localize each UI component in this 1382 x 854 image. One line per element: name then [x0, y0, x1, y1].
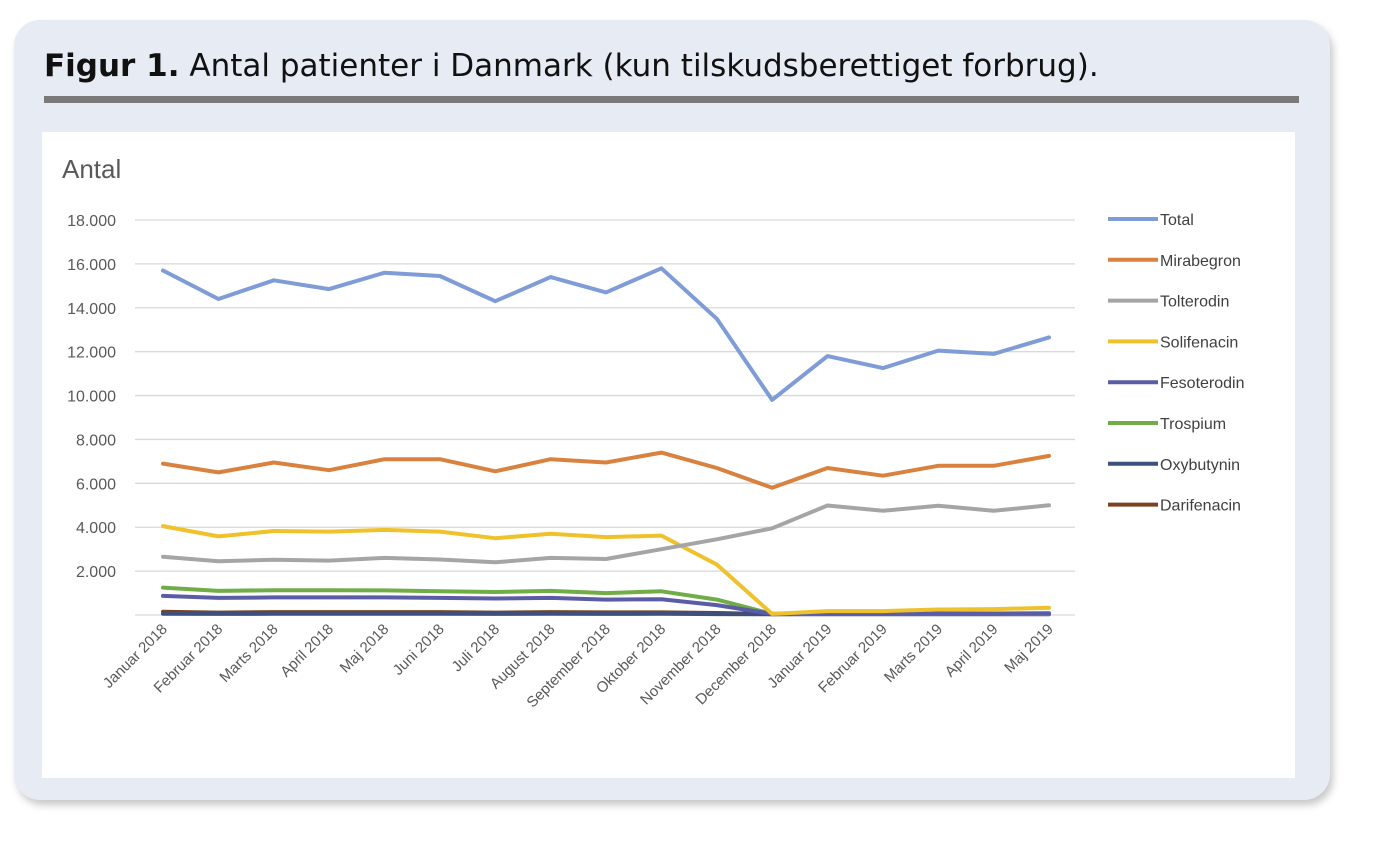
y-tick-label: 4.000: [76, 520, 116, 537]
legend-label: Tolterodin: [1160, 294, 1229, 311]
x-tick-label: Maj 2018: [337, 621, 393, 677]
title-rule: [44, 96, 1299, 103]
series-line-mirabegron: [161, 450, 1051, 490]
series-line-total: [161, 266, 1051, 402]
legend-item-fesoterodin: Fesoterodin: [1108, 375, 1245, 392]
legend: Total Mirabegron Tolterodin Solifenacin Feso…: [1108, 212, 1245, 515]
legend-label: Total: [1160, 212, 1194, 229]
legend-item-mirabegron: Mirabegron: [1108, 253, 1241, 270]
legend-item-tolterodin: Tolterodin: [1108, 294, 1229, 311]
gridlines: [135, 219, 1075, 616]
legend-item-total: Total: [1108, 212, 1194, 229]
legend-label: Mirabegron: [1160, 253, 1241, 270]
x-tick-label: Marts 2018: [216, 621, 281, 686]
y-tick-label: 16.000: [67, 257, 116, 274]
legend-label: Solifenacin: [1160, 334, 1238, 351]
chart-panel: Antal 2.000 4.000 6.000 8.000 10.000 12.000 14…: [42, 132, 1295, 778]
x-tick-label: Juli 2018: [449, 621, 503, 675]
y-tick-label: 10.000: [67, 389, 116, 406]
x-tick-label: Juni 2018: [390, 621, 448, 679]
series-line-fesoterodin: [161, 593, 1051, 616]
figure-label: Figur 1.: [44, 48, 180, 84]
y-tick-labels: 2.000 4.000 6.000 8.000 10.000 12.000 14.000 16…: [67, 213, 116, 581]
y-tick-label: 18.000: [67, 213, 116, 230]
y-tick-label: 12.000: [67, 345, 116, 362]
x-tick-label: Maj 2019: [1001, 621, 1057, 677]
series-line-tolterodin: [161, 503, 1051, 565]
series-line-solifenacin: [161, 524, 1051, 616]
line-chart: Antal 2.000 4.000 6.000 8.000 10.000 12.000 14…: [62, 154, 1245, 711]
y-axis-title: Antal: [62, 154, 121, 184]
series-lines: [161, 266, 1051, 617]
legend-label: Trospium: [1160, 416, 1226, 433]
legend-label: Darifenacin: [1160, 498, 1241, 515]
legend-item-solifenacin: Solifenacin: [1108, 334, 1238, 351]
legend-item-darifenacin: Darifenacin: [1108, 498, 1241, 515]
legend-item-oxybutynin: Oxybutynin: [1108, 457, 1240, 474]
x-tick-label: April 2018: [277, 621, 337, 681]
y-tick-label: 14.000: [67, 301, 116, 318]
figure-title: Figur 1. Antal patienter i Danmark (kun …: [44, 48, 1099, 84]
legend-label: Fesoterodin: [1160, 375, 1245, 392]
legend-item-trospium: Trospium: [1108, 416, 1226, 433]
y-tick-label: 6.000: [76, 476, 116, 493]
x-tick-label: April 2019: [942, 621, 1002, 681]
x-tick-label: Marts 2019: [881, 621, 946, 686]
legend-label: Oxybutynin: [1160, 457, 1240, 474]
figure-caption: Antal patienter i Danmark (kun tilskudsb…: [189, 48, 1099, 84]
y-tick-label: 8.000: [76, 432, 116, 449]
y-tick-label: 2.000: [76, 564, 116, 581]
